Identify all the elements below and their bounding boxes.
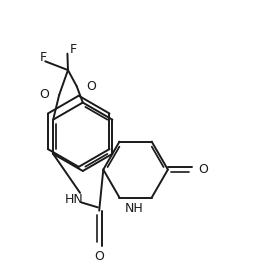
Text: F: F xyxy=(40,51,47,64)
Text: O: O xyxy=(86,80,96,93)
Text: HN: HN xyxy=(65,193,84,206)
Text: F: F xyxy=(70,43,77,56)
Text: NH: NH xyxy=(125,202,144,215)
Text: O: O xyxy=(94,250,104,263)
Text: O: O xyxy=(39,88,49,101)
Text: O: O xyxy=(198,163,208,176)
